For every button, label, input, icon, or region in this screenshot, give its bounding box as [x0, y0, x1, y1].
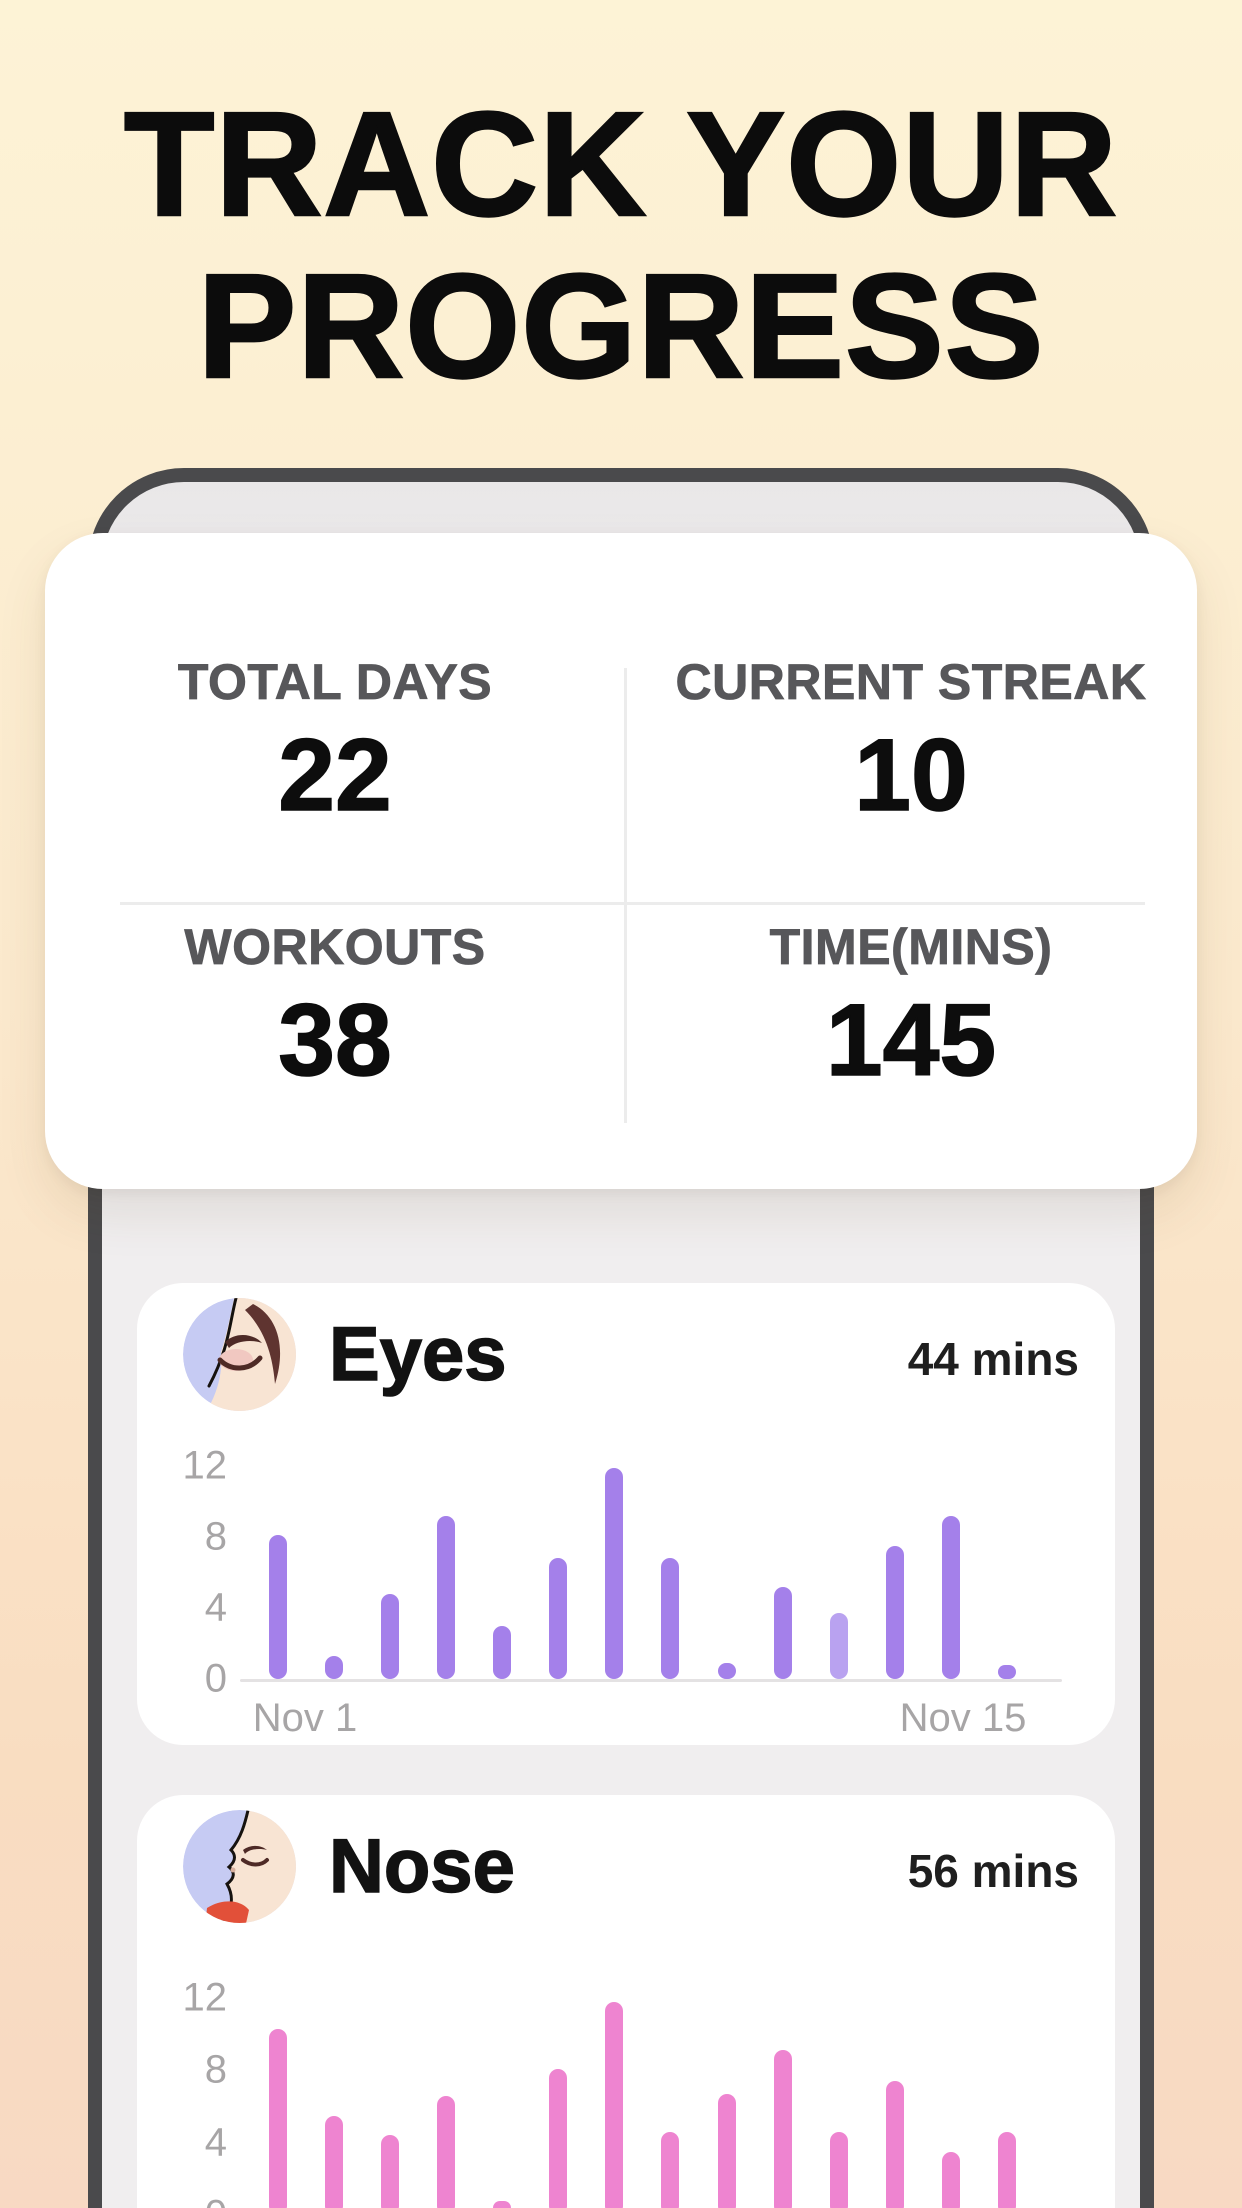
nose-progress-card[interactable]: Nose 56 mins 12 8 4 0 — [137, 1795, 1115, 2208]
nose-bar-12 — [885, 2081, 904, 2208]
x-tick-label: Nov 15 — [899, 1696, 1027, 1740]
y-axis-labels: 12 8 4 0 — [155, 1444, 228, 1701]
y-tick-label: 4 — [204, 2120, 227, 2165]
eyes-bar-10 — [773, 1586, 792, 1679]
y-tick-label: 0 — [204, 1656, 227, 1701]
y-tick-label: 0 — [155, 2193, 227, 2208]
y-tick-label: 12 — [182, 1975, 228, 2020]
nose-bar-10 — [773, 2050, 792, 2208]
y-tick-label: 8 — [204, 1514, 227, 1559]
stat-workouts: WORKOUTS 38 — [45, 916, 625, 1097]
nose-bar-11 — [829, 2131, 848, 2208]
eyes-avatar — [183, 1298, 296, 1411]
x-axis-line — [240, 1679, 1062, 1682]
bar-chart — [269, 1466, 1016, 1679]
nose-avatar — [183, 1810, 296, 1923]
nose-bar-7 — [605, 2001, 624, 2208]
page-title: TRACK YOUR PROGRESS — [0, 82, 1242, 409]
nose-profile-face-icon — [183, 1810, 296, 1923]
y-tick-label: 8 — [204, 2047, 227, 2092]
eyes-bar-6 — [549, 1558, 568, 1679]
y-tick-label: 4 — [204, 1585, 227, 1630]
stat-value: 10 — [854, 718, 969, 832]
eyes-bar-2 — [325, 1655, 344, 1679]
nose-bar-6 — [549, 2068, 568, 2208]
stat-value: 38 — [278, 983, 393, 1097]
stat-label: TOTAL DAYS — [177, 654, 493, 711]
eyes-bar-5 — [493, 1625, 512, 1679]
eyes-bar-11 — [829, 1613, 848, 1679]
eyes-bar-13 — [941, 1515, 960, 1679]
eyes-progress-card[interactable]: Eyes 44 mins 12 8 4 0 Nov 1 Nov 15 — [137, 1283, 1115, 1745]
nose-bar-9 — [717, 2093, 736, 2208]
eyes-bar-14 — [997, 1664, 1016, 1679]
chart-title: Nose — [328, 1824, 515, 1910]
chart-duration: 44 mins — [907, 1333, 1079, 1385]
nose-bar-3 — [381, 2135, 400, 2208]
nose-bar-1 — [269, 2028, 287, 2208]
nose-bar-4 — [437, 2095, 456, 2208]
chart-duration: 56 mins — [907, 1845, 1079, 1897]
stat-value: 145 — [825, 983, 997, 1097]
stat-current-streak: CURRENT STREAK 10 — [625, 651, 1197, 832]
eyes-bar-7 — [605, 1467, 624, 1679]
page-title-line1: TRACK YOUR — [123, 82, 1118, 247]
closed-eye-face-icon — [183, 1298, 296, 1411]
x-tick-label: Nov 1 — [252, 1696, 358, 1740]
stat-label: TIME(MINS) — [769, 919, 1053, 976]
eyes-bar-3 — [381, 1593, 400, 1679]
bar-chart — [269, 1998, 1016, 2208]
stat-value: 22 — [278, 718, 393, 832]
nose-bar-13 — [941, 2151, 960, 2208]
nose-bar-8 — [661, 2131, 680, 2208]
stat-label: WORKOUTS — [184, 919, 486, 976]
nose-bar-2 — [325, 2115, 344, 2208]
eyes-bar-4 — [437, 1515, 456, 1679]
eyes-bar-8 — [661, 1558, 680, 1679]
horizontal-divider — [120, 902, 1145, 905]
y-axis-labels: 12 8 4 0 — [155, 1976, 228, 2208]
stats-summary-card: TOTAL DAYS 22 CURRENT STREAK 10 WORKOUTS… — [45, 533, 1197, 1189]
eyes-bar-12 — [885, 1545, 904, 1679]
chart-title: Eyes — [328, 1312, 507, 1398]
eyes-bar-9 — [717, 1663, 736, 1679]
stat-time-mins: TIME(MINS) 145 — [625, 916, 1197, 1097]
stat-total-days: TOTAL DAYS 22 — [45, 651, 625, 832]
vertical-divider — [624, 668, 627, 1123]
page-title-line2: PROGRESS — [196, 244, 1045, 409]
nose-bar-5 — [493, 2200, 512, 2208]
eyes-bar-1 — [269, 1535, 287, 1679]
y-tick-label: 12 — [182, 1443, 228, 1488]
stat-label: CURRENT STREAK — [675, 654, 1147, 711]
nose-bar-14 — [997, 2131, 1016, 2208]
